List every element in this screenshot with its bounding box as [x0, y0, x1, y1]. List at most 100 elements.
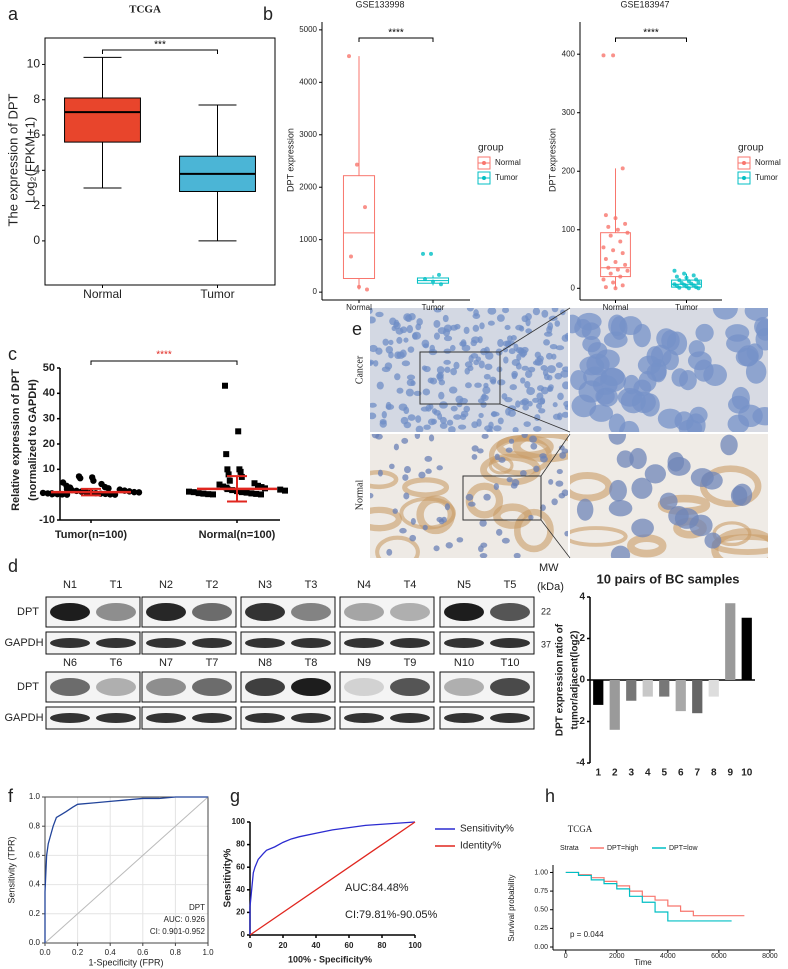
blot-band [96, 638, 136, 648]
ihc-nucleus [443, 335, 453, 342]
ihc-nucleus [487, 308, 497, 315]
ihc-nucleus [509, 384, 517, 391]
data-point [225, 471, 232, 478]
ihc-nucleus [507, 409, 516, 417]
data-point [620, 283, 625, 288]
ihc-nucleus [428, 434, 435, 442]
ihc-nucleus [493, 483, 500, 491]
ihc-nucleus [412, 331, 422, 340]
ihc-nucleus [483, 493, 491, 501]
ihc-nucleus [525, 328, 533, 334]
y-tick-label: 100 [232, 817, 246, 826]
y-tick-label: 20 [43, 438, 55, 450]
ihc-nucleus [456, 537, 464, 543]
ihc-nucleus [521, 346, 529, 354]
lane-label: T1 [110, 579, 123, 591]
legend-label: Normal [755, 158, 781, 167]
data-point [248, 490, 255, 497]
line-series [249, 821, 416, 935]
x-tick-label: Normal(n=100) [199, 529, 276, 541]
data-point [210, 491, 216, 498]
mw-value: 22 [541, 606, 551, 616]
ihc-nucleus [538, 408, 546, 414]
legend-title: group [738, 143, 764, 154]
ihc-nucleus [442, 314, 449, 323]
y-tick-label: -2 [576, 716, 585, 727]
inset-connector [540, 433, 571, 477]
ihc-nucleus [396, 387, 404, 394]
y-tick-label: 1.0 [29, 792, 41, 801]
data-point [135, 489, 143, 496]
data-point [238, 489, 245, 496]
y-tick-label: 4000 [299, 77, 317, 86]
y-axis-label: tumor/adjacent(log2) [570, 631, 581, 730]
y-tick-label: 200 [562, 166, 576, 175]
data-point [677, 278, 682, 283]
y-tick-label: -10 [39, 514, 55, 526]
data-point [63, 485, 71, 493]
ihc-nucleus [521, 398, 530, 406]
legend-swatch [742, 161, 746, 165]
data-point [601, 245, 606, 250]
data-point [620, 166, 625, 171]
data-point [190, 489, 197, 496]
lane-label: N7 [159, 657, 173, 669]
ihc-nucleus [532, 308, 541, 316]
ihc-nucleus [479, 519, 487, 527]
ihc-nucleus [562, 381, 568, 390]
ihc-nucleus [529, 435, 537, 443]
data-point [677, 285, 682, 290]
ihc-nucleus [394, 373, 401, 381]
ihc-nucleus [450, 405, 458, 412]
lane-label: N1 [63, 579, 77, 591]
ihc-nucleus [555, 345, 565, 351]
y-tick-label: 50 [43, 362, 55, 374]
y-tick-label: -4 [576, 758, 585, 769]
x-tick-label: 0.0 [39, 948, 51, 957]
ihc-nucleus [433, 308, 442, 313]
ihc-nucleus [400, 326, 408, 334]
ihc-nucleus [570, 369, 587, 390]
blot-band [390, 678, 430, 696]
ihc-nucleus [477, 336, 483, 344]
data-point [282, 487, 288, 494]
y-axis-label: Relative expression of DPT [10, 369, 22, 511]
lane-label: N6 [63, 657, 77, 669]
ihc-nucleus [392, 508, 398, 514]
ihc-nucleus [376, 381, 384, 390]
ihc-nucleus [414, 434, 421, 440]
ihc-nucleus [459, 341, 467, 347]
ihc-nucleus [449, 344, 456, 352]
inset-connector [499, 403, 571, 433]
lane-label: T2 [206, 579, 219, 591]
y-tick-label: 0 [241, 930, 246, 939]
ihc-nucleus [552, 402, 558, 408]
ihc-nucleus [407, 414, 416, 421]
ihc-nucleus [436, 516, 443, 523]
y-tick-label: 4 [33, 162, 40, 176]
x-tick-label: 8 [711, 768, 717, 779]
ihc-stroma [570, 471, 613, 502]
blot-band [146, 603, 186, 621]
y-tick-label: 0.0 [29, 938, 41, 947]
y-tick-label: 80 [236, 840, 245, 849]
ihc-nucleus [532, 360, 541, 366]
blot-frame [141, 706, 237, 730]
legend-swatch [482, 176, 486, 180]
lane-label: T4 [404, 579, 417, 591]
chart-title: GSE183947 [620, 0, 669, 9]
ihc-nucleus [373, 360, 379, 367]
ihc-nucleus [554, 320, 561, 327]
ihc-nucleus [448, 426, 456, 432]
ihc-nucleus [501, 537, 510, 544]
ihc-nucleus [515, 324, 524, 331]
blot-band [50, 713, 90, 723]
significance-label: **** [156, 350, 172, 361]
annotation: CI: 0.901-0.952 [150, 927, 206, 936]
ihc-nucleus [443, 359, 451, 365]
bar [675, 680, 686, 712]
ihc-nucleus [551, 498, 558, 506]
ihc-nucleus [437, 327, 447, 335]
data-point [674, 274, 679, 279]
ihc-nucleus [504, 324, 511, 331]
